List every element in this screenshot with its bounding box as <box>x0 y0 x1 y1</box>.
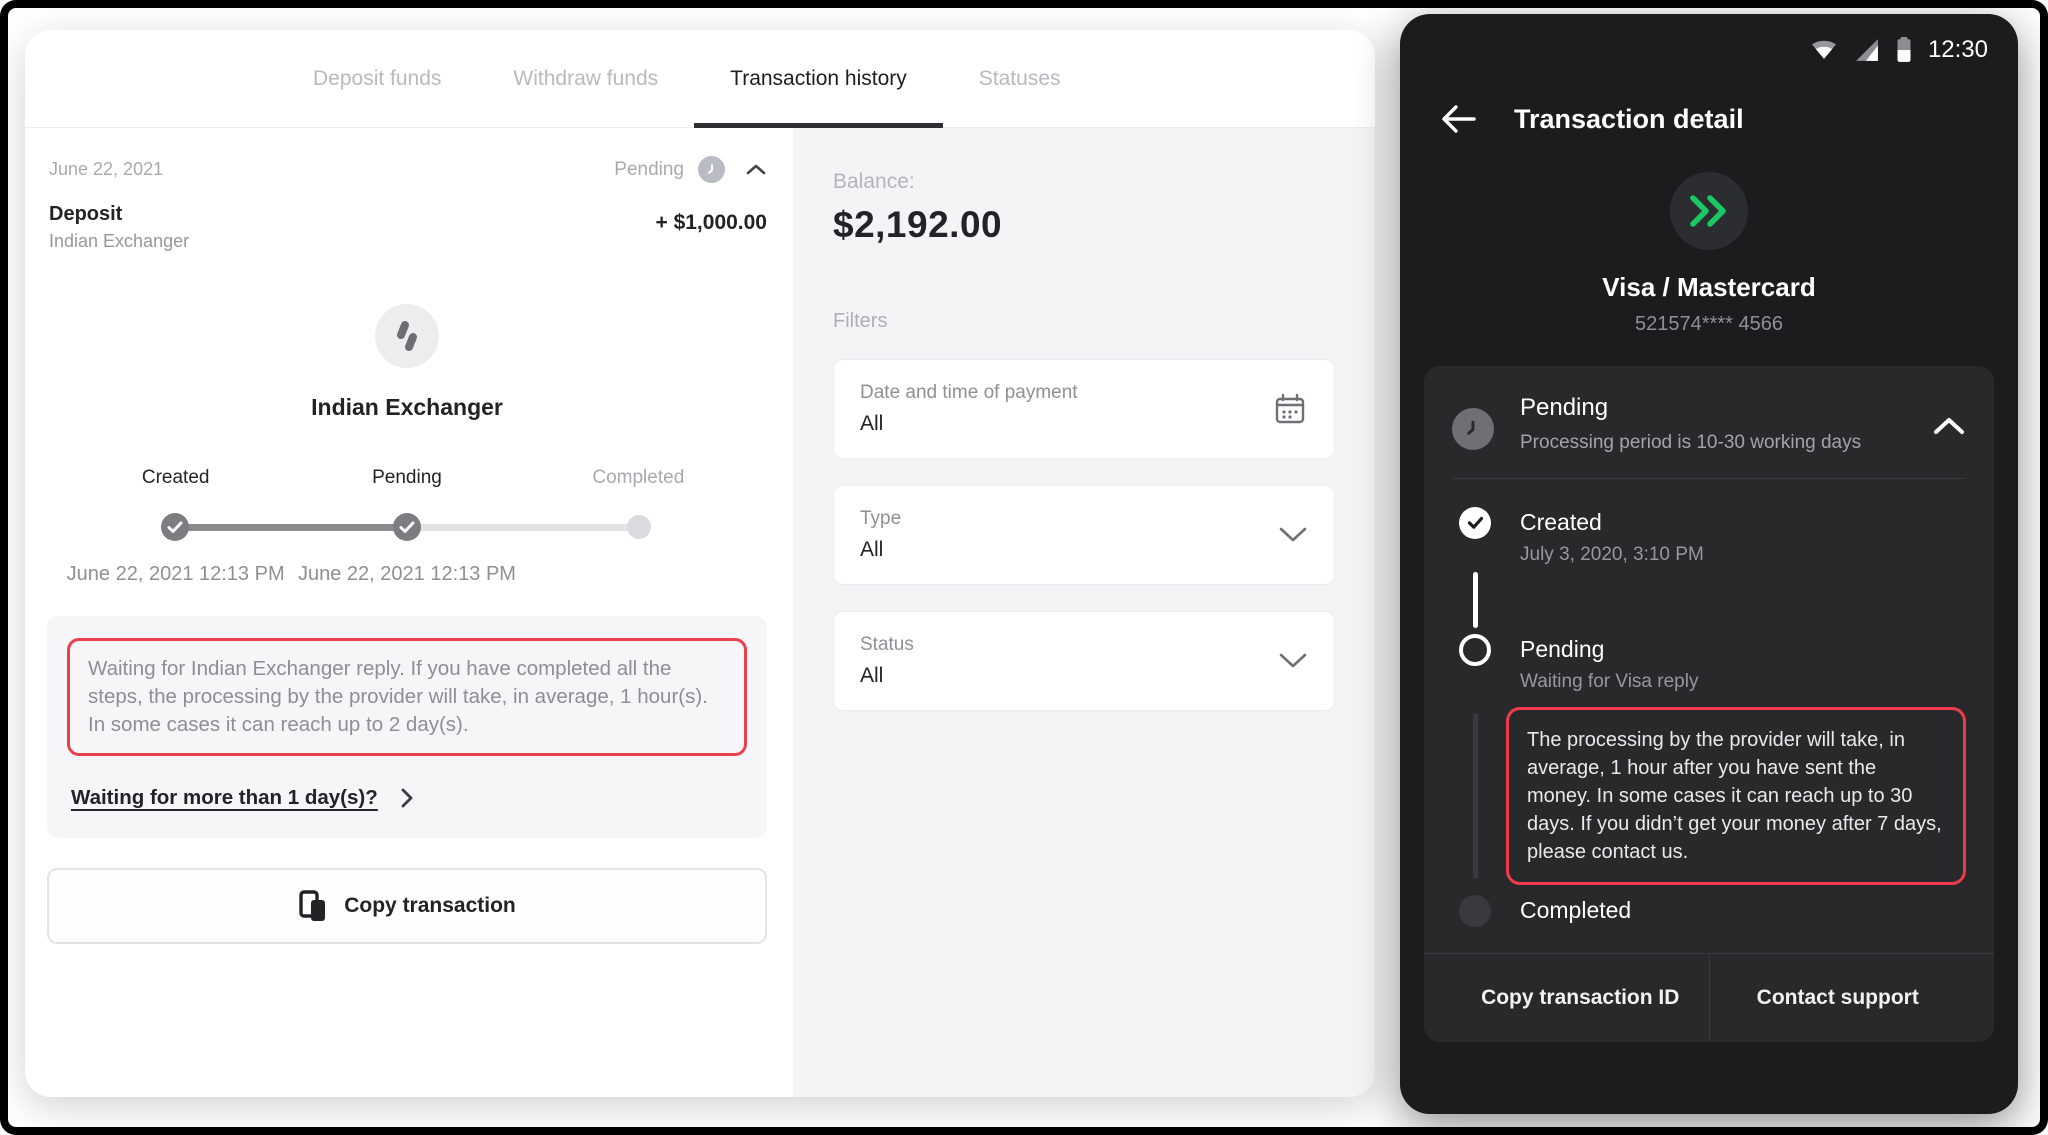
pending-notice-text: Waiting for Indian Exchanger reply. If y… <box>67 638 747 756</box>
transaction-amount: + $1,000.00 <box>655 211 767 234</box>
mobile-header: Transaction detail <box>1400 64 2018 136</box>
tab-transaction-history[interactable]: Transaction history <box>694 30 943 128</box>
filter-date-value: All <box>860 412 884 435</box>
filter-date-of-payment[interactable]: Date and time of payment All <box>833 359 1335 459</box>
chevron-right-icon <box>400 787 414 809</box>
progress-step-created-label: Created <box>141 467 210 488</box>
chevron-down-icon <box>1279 527 1307 542</box>
filter-status-value: All <box>860 664 884 687</box>
tab-bar: Deposit funds Withdraw funds Transaction… <box>25 30 1375 128</box>
progress-track <box>60 513 754 541</box>
divider <box>1424 952 1994 954</box>
hollow-circle-icon <box>1459 633 1491 666</box>
transaction-detail-column: June 22, 2021 Pending Deposit <box>25 128 793 1097</box>
transaction-date: June 22, 2021 <box>49 159 164 179</box>
filter-type-label: Type <box>860 508 902 529</box>
timeline-step-completed: Completed <box>1452 894 1966 927</box>
status-card: Pending Processing period is 10-30 worki… <box>1424 366 1994 1042</box>
progress-dot-created-check-icon <box>161 513 190 541</box>
timeline-step-created: Created July 3, 2020, 3:10 PM <box>1452 506 1966 566</box>
filters-column: Balance: $2,192.00 Filters Date and time… <box>793 128 1375 1097</box>
divider <box>1452 477 1966 479</box>
waiting-link-row[interactable]: Waiting for more than 1 day(s)? <box>67 786 747 810</box>
status-time: 12:30 <box>1927 36 1988 63</box>
timeline-created-label: Created <box>1520 508 1602 535</box>
tab-withdraw-funds[interactable]: Withdraw funds <box>513 66 659 90</box>
copy-transaction-id-button[interactable]: Copy transaction ID <box>1481 985 1680 1009</box>
transaction-type: Deposit <box>49 203 123 225</box>
web-transaction-panel: Deposit funds Withdraw funds Transaction… <box>25 30 1375 1097</box>
progress-step-completed-label: Completed <box>592 467 685 488</box>
pending-notice-text: The processing by the provider will take… <box>1506 706 1966 885</box>
progress-line-todo <box>407 524 639 531</box>
filter-status-label: Status <box>860 634 914 655</box>
timeline-connector-done <box>1472 571 1478 628</box>
collapse-chevron-icon[interactable] <box>1930 416 1966 436</box>
inactive-circle-icon <box>1459 894 1491 927</box>
payment-method-icon <box>1670 172 1748 250</box>
timeline-notice-row: The processing by the provider will take… <box>1452 706 1966 885</box>
transaction-status-label: Pending <box>614 158 684 180</box>
copy-transaction-label: Copy transaction <box>344 893 516 917</box>
contact-support-button[interactable]: Contact support <box>1708 953 1967 1042</box>
progress-step-pending-label: Pending <box>372 467 442 488</box>
timeline-pending-label: Pending <box>1520 635 1605 662</box>
provider-title: Indian Exchanger <box>311 394 503 420</box>
chevron-down-icon <box>1279 653 1307 668</box>
check-circle-icon <box>1459 506 1491 539</box>
balance-label: Balance: <box>833 170 915 193</box>
page-title: Transaction detail <box>1514 103 1744 134</box>
copy-transaction-button[interactable]: Copy transaction <box>47 867 767 944</box>
cellular-signal-icon <box>1856 39 1878 61</box>
provider-logo-icon <box>375 304 439 368</box>
transaction-provider: Indian Exchanger <box>49 231 190 251</box>
collapse-chevron-icon[interactable] <box>745 163 767 177</box>
pending-clock-icon <box>698 156 725 183</box>
progress-dot-pending-check-icon <box>393 513 421 541</box>
battery-icon <box>1897 37 1911 62</box>
balance-value: $2,192.00 <box>833 204 1003 245</box>
transaction-meta-row: June 22, 2021 Pending <box>47 156 767 183</box>
filters-label: Filters <box>833 310 888 332</box>
waiting-link[interactable]: Waiting for more than 1 day(s)? <box>71 785 378 809</box>
mobile-transaction-detail: 12:30 Transaction detail Visa / Masterca… <box>1400 14 2018 1114</box>
tab-statuses[interactable]: Statuses <box>978 66 1061 90</box>
filter-status[interactable]: Status All <box>833 611 1335 711</box>
status-description: Processing period is 10-30 working days <box>1520 432 1862 453</box>
progress-tracker: Created Pending Completed <box>60 467 754 588</box>
bottom-action-bar: Copy transaction ID Contact support <box>1452 953 1967 1042</box>
double-chevron-right-icon <box>1690 195 1726 227</box>
progress-completed-date <box>528 561 748 588</box>
pending-clock-icon <box>1452 408 1494 450</box>
status-card-header[interactable]: Pending Processing period is 10-30 worki… <box>1452 394 1966 456</box>
progress-line-done <box>175 524 407 531</box>
status-bar: 12:30 <box>1400 14 2018 64</box>
progress-dot-completed-icon <box>626 515 651 539</box>
timeline-pending-detail: Waiting for Visa reply <box>1520 670 1699 692</box>
wifi-icon <box>1811 40 1836 59</box>
timeline: Created July 3, 2020, 3:10 PM Pending Wa… <box>1452 506 1966 927</box>
progress-created-date: June 22, 2021 12:13 PM <box>66 563 285 585</box>
payment-method-name: Visa / Mastercard <box>1602 272 1816 302</box>
filter-type[interactable]: Type All <box>833 485 1335 585</box>
copy-icon <box>299 889 326 921</box>
calendar-icon <box>1275 393 1305 424</box>
timeline-connector-dim <box>1472 712 1478 879</box>
tab-deposit-funds[interactable]: Deposit funds <box>313 66 442 90</box>
filter-type-value: All <box>860 538 884 561</box>
filter-date-label: Date and time of payment <box>860 382 1078 403</box>
timeline-step-pending: Pending Waiting for Visa reply <box>1452 633 1966 693</box>
transaction-title-row: Deposit Indian Exchanger + $1,000.00 <box>47 203 767 252</box>
timeline-completed-label: Completed <box>1520 896 1632 923</box>
back-arrow-icon[interactable] <box>1438 102 1478 136</box>
card-number: 521574**** 4566 <box>1635 313 1783 335</box>
progress-pending-date: June 22, 2021 12:13 PM <box>298 563 516 585</box>
pending-notice-section: Waiting for Indian Exchanger reply. If y… <box>47 616 767 838</box>
timeline-created-date: July 3, 2020, 3:10 PM <box>1520 543 1704 565</box>
status-label: Pending <box>1520 394 1609 421</box>
